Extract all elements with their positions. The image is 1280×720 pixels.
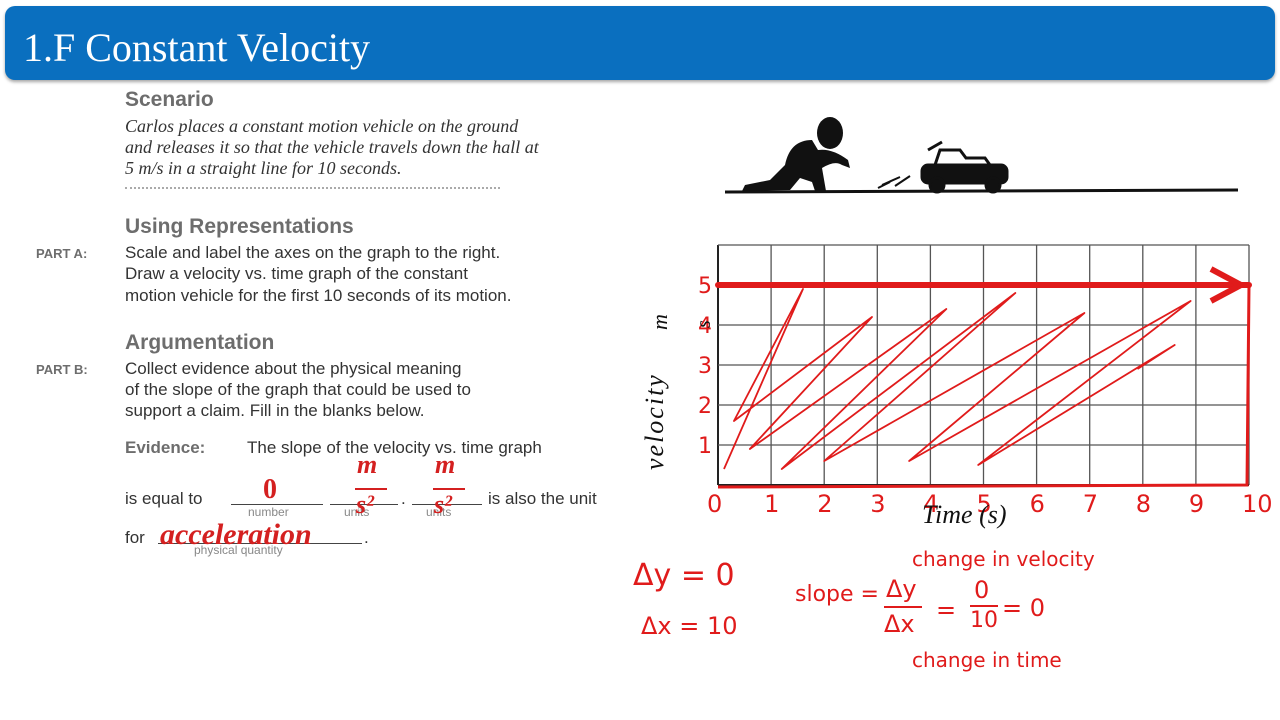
representations-line-3: motion vehicle for the first 10 seconds …: [125, 286, 512, 305]
representations-heading: Using Representations: [125, 215, 354, 238]
x-tick-label: 0: [707, 490, 722, 518]
data-series: [715, 266, 1252, 304]
x-tick-label: 9: [1189, 490, 1204, 518]
shading-scribble: [723, 288, 1192, 470]
period-2: .: [364, 528, 369, 547]
series-point: [1246, 282, 1252, 288]
quantity-blank[interactable]: [158, 543, 362, 544]
x-tick-label: 2: [817, 490, 832, 518]
area-outline: [717, 284, 1251, 489]
answer-units-numerator: m: [357, 450, 378, 479]
slope-fraction-bar: [884, 606, 922, 608]
number-blank[interactable]: [231, 504, 323, 505]
graph-grid: [717, 244, 1251, 489]
number-sublabel: number: [248, 505, 289, 519]
scribble-path: [723, 288, 1192, 470]
slope-label: slope =: [795, 582, 879, 607]
x-tick-label: 6: [1030, 490, 1045, 518]
argumentation-line-1: Collect evidence about the physical mean…: [125, 359, 462, 378]
evidence-label: Evidence:: [125, 438, 206, 457]
units-sublabel-2: units: [426, 505, 452, 519]
fraction-numerator: 0: [974, 576, 990, 604]
y-tick-label: 5: [698, 274, 712, 299]
scenario-line-2: and releases it so that the vehicle trav…: [125, 137, 539, 157]
tick-labels: 0 1 2 3 4 5 6 7 8 9 10 1 2 3 4 5: [698, 274, 1273, 518]
answer-quantity: acceleration: [160, 518, 312, 551]
x-tick-label: 4: [923, 490, 938, 518]
change-in-velocity-note: change in velocity: [912, 547, 1095, 571]
evidence-text: The slope of the velocity vs. time graph: [247, 438, 542, 457]
slope-delta-x: Δx: [884, 610, 915, 638]
units-blank-2[interactable]: [412, 504, 482, 505]
y-tick-label: 2: [698, 394, 712, 419]
x-tick-label: 10: [1242, 490, 1273, 518]
answer-units2-denominator: s²: [434, 490, 452, 519]
answer-units2-numerator: m: [435, 450, 456, 479]
answer-units2-fraction-bar: [433, 488, 465, 490]
representations-line-2: Draw a velocity vs. time graph of the co…: [125, 264, 468, 283]
x-tick-label: 8: [1136, 490, 1151, 518]
x-axis-label: Time (s): [922, 500, 1007, 529]
also-unit-text: is also the unit: [488, 489, 597, 508]
y-tick-label: 3: [698, 354, 712, 379]
is-equal-to-text: is equal to: [125, 489, 203, 508]
part-a-label: PART A:: [36, 246, 88, 261]
y-axis-unit-denominator: s: [693, 320, 715, 328]
answer-units-fraction-bar: [355, 488, 387, 490]
scenario-line-3: 5 m/s in a straight line for 10 seconds.: [125, 158, 402, 178]
slope-delta-y: Δy: [886, 575, 917, 603]
argumentation-line-2: of the slope of the graph that could be …: [125, 380, 471, 399]
x-tick-label: 5: [977, 490, 992, 518]
x-tick-label: 7: [1083, 490, 1098, 518]
series-point: [715, 282, 721, 288]
equals-zero: = 0: [1002, 594, 1046, 622]
series-arrowhead: [1209, 266, 1248, 304]
fraction-denominator: 10: [970, 608, 998, 633]
slide-title: 1.F Constant Velocity: [23, 25, 371, 70]
answer-units-denominator: s²: [356, 490, 374, 519]
units-blank[interactable]: [330, 504, 398, 505]
argumentation-line-3: support a claim. Fill in the blanks belo…: [125, 401, 425, 420]
dotted-divider: [125, 187, 500, 189]
fraction-bar: [970, 605, 998, 607]
slide-title-bar: 1.F Constant Velocity: [5, 6, 1275, 80]
y-axis-label: velocity: [640, 373, 669, 470]
representations-line-1: Scale and label the axes on the graph to…: [125, 243, 501, 262]
equals-sign: =: [936, 596, 957, 624]
scenario-heading: Scenario: [125, 88, 214, 111]
for-text: for: [125, 528, 145, 547]
change-in-time-note: change in time: [912, 648, 1062, 672]
answer-number: 0: [263, 474, 277, 505]
delta-x-note: Δx = 10: [641, 612, 738, 640]
y-tick-label: 4: [698, 314, 712, 339]
delta-y-note: Δy = 0: [633, 558, 735, 593]
argumentation-heading: Argumentation: [125, 331, 275, 354]
units-sublabel: units: [344, 505, 370, 519]
x-tick-label: 1: [764, 490, 779, 518]
x-tick-label: 3: [870, 490, 885, 518]
scenario-line-1: Carlos places a constant motion vehicle …: [125, 116, 519, 136]
period-1: .: [401, 489, 406, 508]
y-axis-unit-numerator: m: [647, 314, 672, 330]
part-b-label: PART B:: [36, 362, 88, 377]
y-tick-label: 1: [698, 434, 712, 459]
quantity-sublabel: physical quantity: [194, 543, 283, 557]
